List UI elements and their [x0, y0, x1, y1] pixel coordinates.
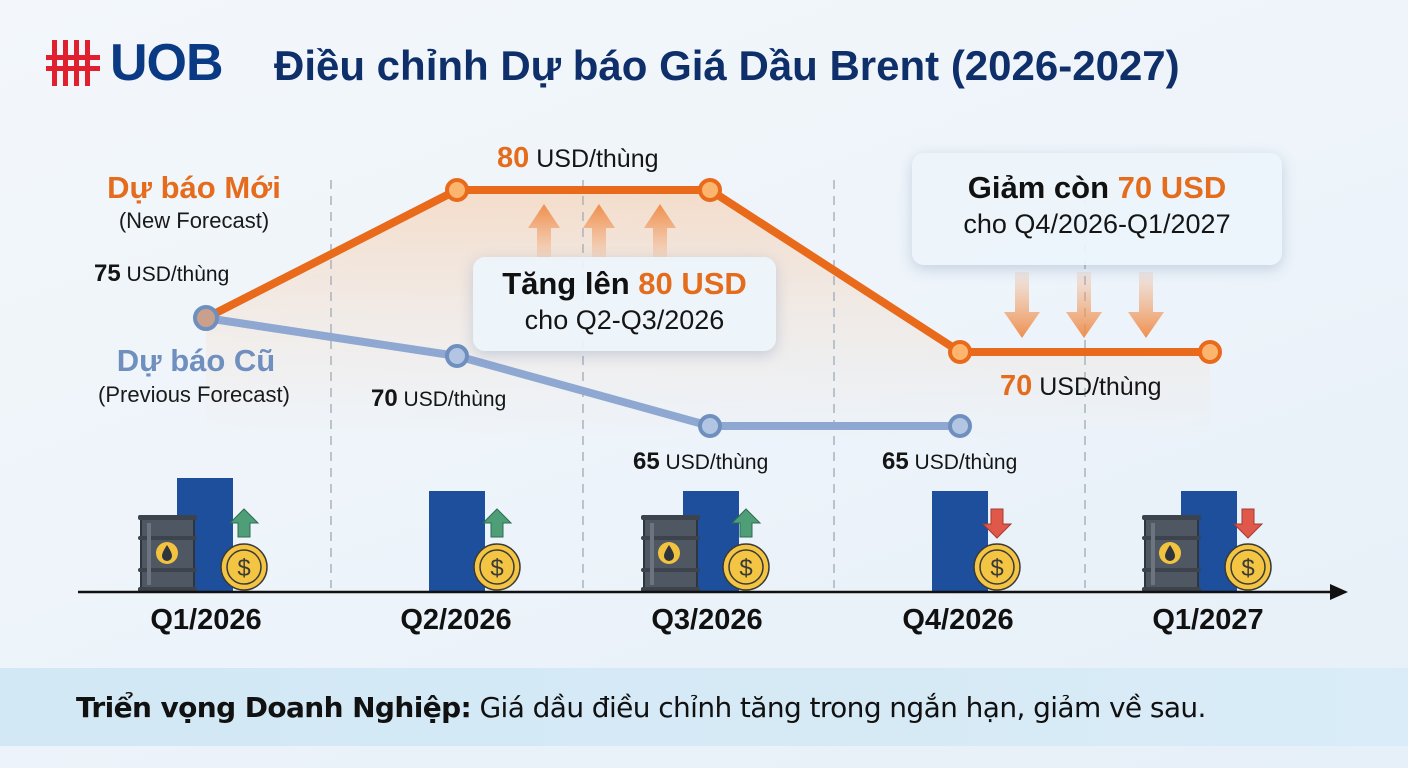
- increase-callout: Tăng lên 80 USD cho Q2-Q3/2026: [473, 257, 776, 351]
- uob-logo: UOB: [46, 34, 224, 92]
- arrow-down-icon: [1232, 508, 1264, 539]
- arrow-up-icon: [481, 508, 513, 538]
- old-q4-value-label: 65 USD/thùng: [882, 448, 1017, 476]
- new-peak-value-number: 80: [497, 142, 530, 174]
- old-forecast-line: [202, 314, 964, 430]
- new-peak-value-unit: USD/thùng: [536, 145, 659, 173]
- start-marker: [193, 305, 219, 331]
- q4-2026-icons: $: [932, 491, 1021, 591]
- svg-text:$: $: [990, 555, 1003, 582]
- start-value-label: 75 USD/thùng: [94, 260, 229, 288]
- svg-text:$: $: [490, 555, 503, 582]
- coin-icon: $: [220, 543, 268, 591]
- new-peak-value-label: 80 USD/thùng: [497, 142, 659, 175]
- outlook-text: Triển vọng Doanh Nghiệp: Giá dầu điều ch…: [76, 691, 1206, 724]
- legend-old-forecast-title: Dự báo Cũ: [116, 343, 276, 378]
- x-axis-arrow-icon: [1330, 584, 1348, 600]
- old-q2-value-number: 70: [371, 385, 398, 412]
- x-tick-q1-2027: Q1/2027: [1152, 604, 1264, 636]
- arrow-down-icon: [981, 508, 1013, 539]
- page-title: Điều chỉnh Dự báo Giá Dầu Brent (2026-20…: [274, 42, 1180, 89]
- oil-barrel-icon: [641, 515, 700, 592]
- svg-text:$: $: [237, 555, 250, 582]
- oil-barrel-icon: [138, 515, 197, 592]
- coin-icon: $: [473, 543, 521, 591]
- new-low-value-number: 70: [1000, 370, 1033, 402]
- legend-new-forecast-title: Dự báo Mới: [107, 170, 281, 205]
- x-tick-q4-2026: Q4/2026: [902, 604, 1014, 636]
- x-tick-q2-2026: Q2/2026: [400, 604, 512, 636]
- old-q3-value-label: 65 USD/thùng: [633, 448, 768, 476]
- start-value-number: 75: [94, 260, 121, 287]
- q1-2027-icons: $: [1142, 491, 1272, 592]
- old-forecast-markers: [445, 344, 972, 438]
- x-tick-q3-2026: Q3/2026: [651, 604, 763, 636]
- new-low-value-unit: USD/thùng: [1039, 373, 1162, 401]
- q2-2026-icons: $: [429, 491, 521, 591]
- outlook-banner: Triển vọng Doanh Nghiệp: Giá dầu điều ch…: [0, 668, 1408, 746]
- outlook-description: Giá dầu điều chỉnh tăng trong ngắn hạn, …: [471, 690, 1206, 724]
- old-q4-value-unit: USD/thùng: [914, 451, 1018, 474]
- arrow-up-icon: [730, 508, 762, 538]
- increase-arrows-icon: [528, 204, 676, 260]
- x-tick-q1-2026: Q1/2026: [150, 604, 262, 636]
- outlook-label: Triển vọng Doanh Nghiệp:: [76, 690, 472, 724]
- coin-icon: $: [722, 543, 770, 591]
- svg-text:$: $: [1241, 555, 1254, 582]
- coin-icon: $: [1224, 543, 1272, 591]
- old-q3-value-unit: USD/thùng: [665, 451, 769, 474]
- uob-logo-mark-icon: [46, 38, 102, 88]
- svg-text:$: $: [739, 555, 752, 582]
- legend-new-forecast-subtitle: (New Forecast): [118, 208, 270, 233]
- start-value-unit: USD/thùng: [126, 263, 230, 286]
- old-q4-value-number: 65: [882, 448, 909, 475]
- new-low-value-label: 70 USD/thùng: [1000, 370, 1162, 403]
- old-q3-value-number: 65: [633, 448, 660, 475]
- arrow-up-icon: [228, 508, 260, 538]
- coin-icon: $: [973, 543, 1021, 591]
- q1-2026-icons: $: [138, 478, 268, 592]
- increase-callout-highlight: 80 USD: [638, 266, 747, 301]
- decrease-arrows-icon: [1004, 272, 1164, 338]
- decrease-callout-period: cho Q4/2026-Q1/2027: [963, 209, 1231, 239]
- uob-logo-text: UOB: [110, 34, 224, 92]
- increase-callout-headline: Tăng lên 80 USD: [502, 266, 747, 301]
- decrease-callout-highlight: 70 USD: [1117, 170, 1227, 205]
- oil-barrel-icon: [1142, 515, 1201, 592]
- q3-2026-icons: $: [641, 491, 770, 592]
- legend-old-forecast-subtitle: (Previous Forecast): [98, 382, 290, 407]
- increase-callout-period: cho Q2-Q3/2026: [524, 305, 725, 335]
- decrease-callout: Giảm còn 70 USD cho Q4/2026-Q1/2027: [912, 153, 1282, 265]
- new-forecast-markers: [445, 178, 1222, 364]
- old-q2-value-label: 70 USD/thùng: [371, 385, 506, 413]
- decrease-callout-headline: Giảm còn 70 USD: [967, 170, 1227, 205]
- old-q2-value-unit: USD/thùng: [403, 388, 507, 411]
